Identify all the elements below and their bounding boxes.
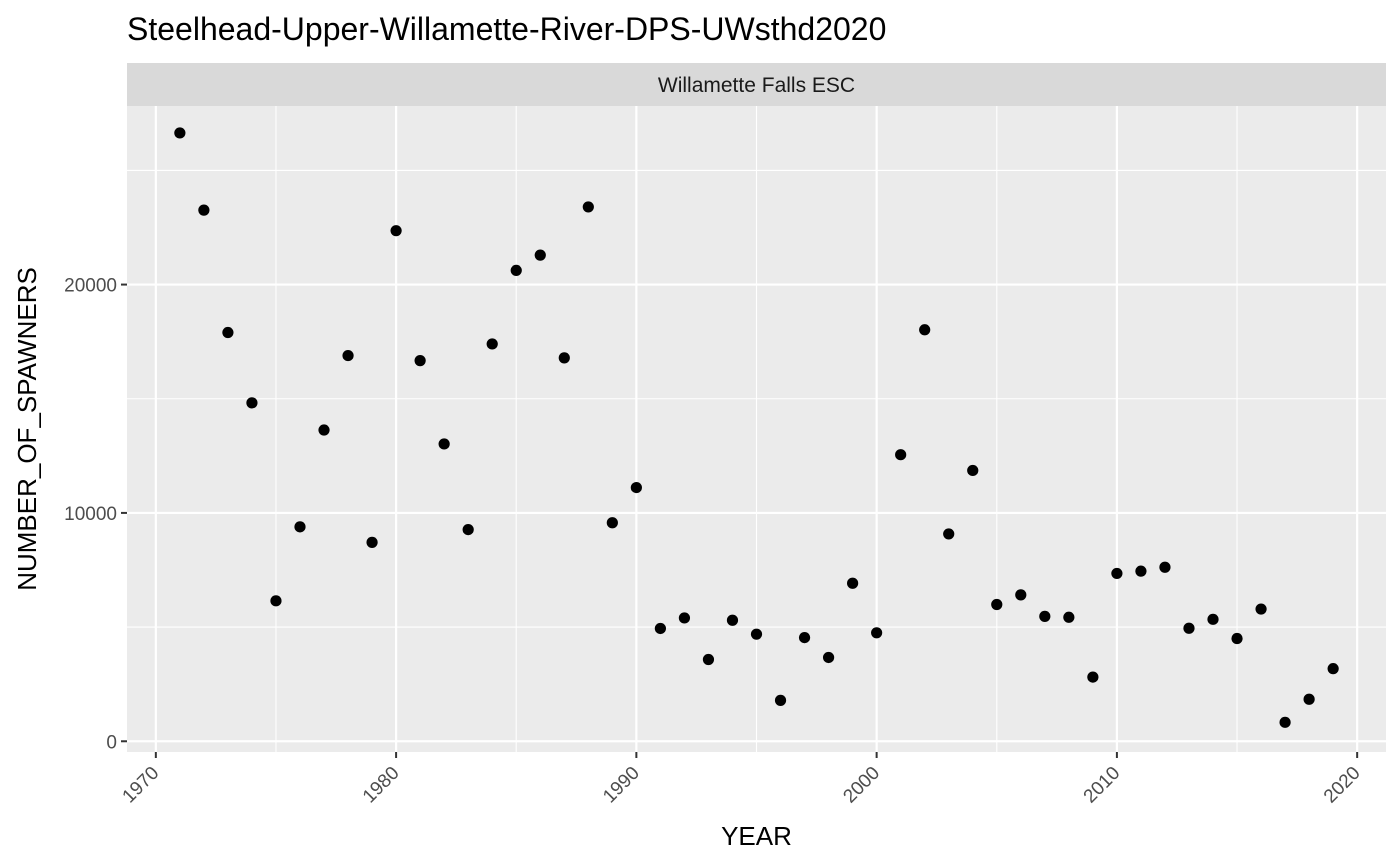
x-tick-label: 1970 — [119, 763, 164, 808]
facet-strip-label: Willamette Falls ESC — [658, 74, 855, 97]
data-point — [1231, 632, 1243, 645]
data-point — [1327, 663, 1339, 675]
data-point — [366, 536, 378, 548]
data-point — [1303, 693, 1315, 705]
data-point — [919, 324, 931, 336]
data-point — [798, 631, 811, 644]
y-tick-label: 10000 — [64, 504, 117, 525]
x-tick-label: 1980 — [359, 763, 404, 808]
x-tick-label: 2020 — [1320, 763, 1365, 808]
x-tick-label: 2010 — [1080, 763, 1125, 808]
data-point — [558, 352, 570, 364]
data-point — [390, 225, 402, 237]
data-points — [174, 127, 1339, 728]
data-point — [895, 449, 907, 461]
data-point — [1015, 589, 1027, 601]
data-point — [486, 338, 498, 350]
data-point — [750, 628, 763, 640]
y-tick-label: 0 — [106, 732, 117, 753]
x-axis: 1970 1980 1990 2000 2010 2020 — [119, 752, 1365, 807]
x-axis-title: YEAR — [721, 821, 792, 851]
data-point — [582, 201, 594, 213]
data-point — [1279, 716, 1291, 728]
data-point — [174, 127, 186, 139]
data-point — [654, 622, 666, 635]
data-point — [294, 521, 306, 533]
data-point — [1087, 671, 1099, 683]
data-point — [1135, 565, 1147, 577]
data-point — [943, 528, 955, 540]
data-point — [510, 264, 522, 277]
data-point — [702, 653, 715, 666]
data-point — [678, 612, 691, 624]
data-point — [991, 598, 1003, 611]
data-point — [1255, 603, 1267, 615]
data-point — [967, 464, 979, 477]
y-axis-title: NUMBER_OF_SPAWNERS — [12, 267, 42, 591]
data-point — [822, 651, 835, 664]
major-gridlines — [127, 106, 1386, 752]
data-point — [871, 627, 883, 639]
data-point — [847, 577, 859, 589]
data-point — [1183, 622, 1195, 634]
data-point — [1111, 567, 1123, 580]
data-point — [462, 523, 474, 536]
data-point — [198, 204, 210, 216]
chart-title: Steelhead-Upper-Willamette-River-DPS-UWs… — [127, 11, 886, 47]
data-point — [1207, 613, 1219, 625]
data-point — [438, 438, 450, 450]
data-point — [726, 614, 739, 626]
data-point — [534, 249, 546, 261]
data-point — [414, 355, 426, 367]
data-point — [774, 694, 787, 706]
data-point — [1063, 611, 1075, 623]
y-axis: 0 10000 20000 — [64, 276, 127, 753]
x-tick-label: 2000 — [839, 763, 884, 808]
data-point — [342, 349, 354, 362]
data-point — [1159, 561, 1171, 573]
data-point — [318, 424, 330, 436]
facet-strip — [127, 63, 1386, 106]
data-point — [270, 595, 282, 607]
data-point — [246, 397, 258, 409]
data-point — [1039, 610, 1051, 622]
y-tick-label: 20000 — [64, 276, 117, 297]
data-point — [630, 481, 642, 494]
data-point — [606, 517, 618, 529]
data-point — [222, 326, 234, 339]
minor-gridlines — [127, 106, 1386, 752]
x-tick-label: 1990 — [599, 763, 644, 808]
